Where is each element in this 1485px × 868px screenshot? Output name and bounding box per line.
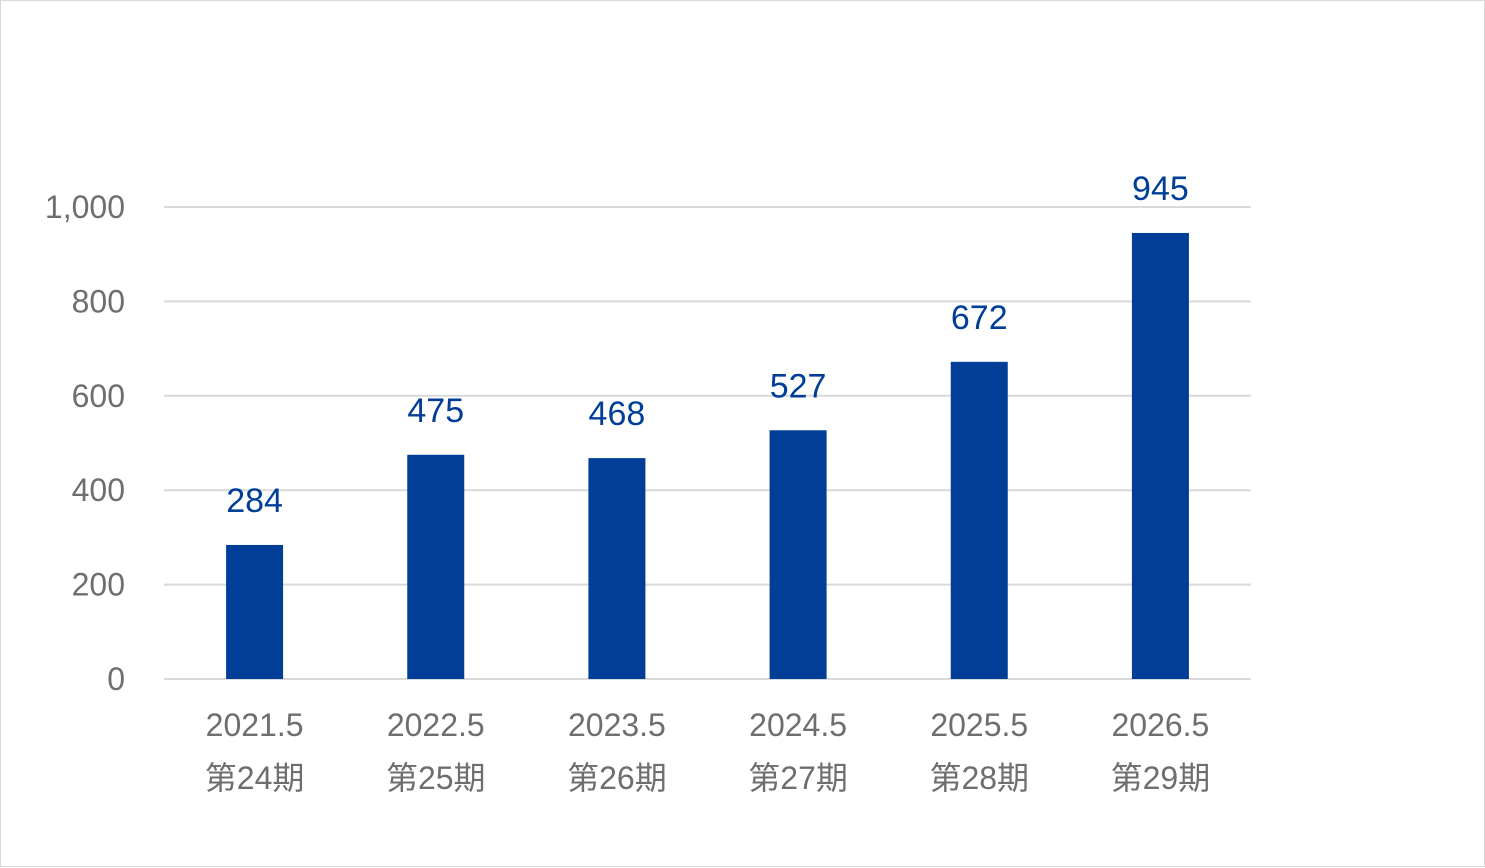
y-tick-label: 0 (107, 661, 125, 697)
bars (226, 232, 1189, 679)
bar (407, 454, 465, 679)
data-label: 284 (226, 482, 283, 520)
data-label: 527 (770, 367, 827, 405)
x-tick-label-year: 2021.5 (206, 707, 304, 743)
y-tick-label: 400 (72, 472, 125, 508)
x-tick-label-period: 第24期 (205, 760, 305, 796)
x-tick-label-period: 第26期 (567, 760, 667, 796)
y-tick-label: 1,000 (45, 189, 125, 225)
y-axis-tick-labels: 0 200 400 600 800 1,000 (45, 189, 125, 697)
x-tick-label-period: 第25期 (386, 760, 486, 796)
data-labels: 284 475 468 527 672 945 (226, 170, 1189, 520)
bar (226, 544, 284, 679)
x-tick-label-year: 2024.5 (749, 707, 847, 743)
bar (950, 361, 1008, 679)
data-label: 468 (589, 395, 646, 433)
x-tick-label-year: 2025.5 (930, 707, 1028, 743)
bar (769, 430, 827, 679)
x-tick-label-period: 第29期 (1111, 760, 1211, 796)
bar (588, 458, 646, 679)
data-label: 672 (951, 299, 1008, 337)
y-tick-label: 200 (72, 567, 125, 603)
x-tick-label-year: 2026.5 (1111, 707, 1209, 743)
x-tick-label-year: 2022.5 (387, 707, 485, 743)
x-axis-tick-labels: 2021.5 第24期 2022.5 第25期 2023.5 第26期 2024.5 第27期… (205, 707, 1210, 796)
x-tick-label-year: 2023.5 (568, 707, 666, 743)
data-label: 475 (407, 392, 464, 430)
gridlines (164, 206, 1251, 680)
bar (1131, 232, 1189, 679)
y-tick-label: 800 (72, 283, 125, 319)
x-tick-label-period: 第28期 (929, 760, 1029, 796)
x-tick-label-period: 第27期 (748, 760, 848, 796)
data-label: 945 (1132, 170, 1189, 208)
y-tick-label: 600 (72, 378, 125, 414)
